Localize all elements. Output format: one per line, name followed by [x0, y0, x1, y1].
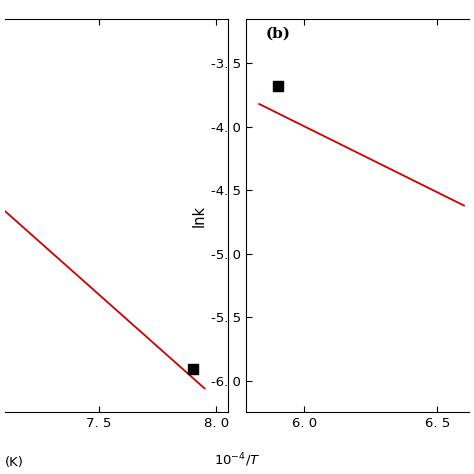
Text: (b): (b)	[266, 27, 291, 41]
Point	[189, 365, 197, 373]
Y-axis label: lnk: lnk	[192, 205, 207, 227]
Text: (K): (K)	[5, 456, 24, 469]
Text: $10^{-4}/T$: $10^{-4}/T$	[214, 452, 260, 469]
Point	[274, 82, 282, 90]
